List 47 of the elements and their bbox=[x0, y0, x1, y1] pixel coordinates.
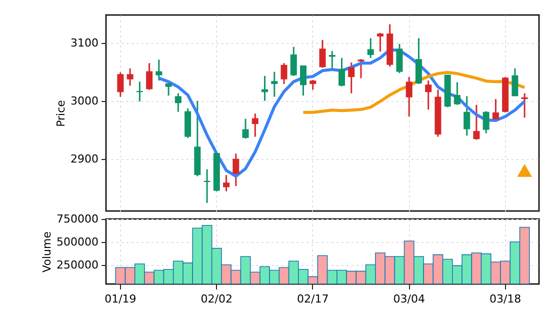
candlestick bbox=[512, 68, 518, 97]
candlestick bbox=[262, 75, 268, 102]
y-tick-label: 2900 bbox=[70, 152, 98, 166]
y-tick-label: 3000 bbox=[70, 94, 98, 108]
x-tick-label: 02/17 bbox=[297, 292, 329, 306]
candlestick bbox=[232, 152, 240, 187]
candlestick bbox=[348, 62, 355, 94]
candlestick bbox=[454, 82, 460, 106]
candlestick bbox=[396, 43, 403, 74]
candlestick bbox=[300, 64, 307, 96]
candlestick bbox=[280, 62, 288, 85]
candlestick bbox=[358, 58, 364, 79]
candlestick bbox=[242, 118, 249, 140]
candlestick bbox=[290, 46, 297, 77]
candlestick bbox=[146, 62, 153, 91]
x-tick-label: 01/19 bbox=[104, 292, 136, 306]
candlestick bbox=[367, 37, 374, 59]
y-tick-label: 750000 bbox=[56, 212, 98, 226]
candlestick bbox=[338, 57, 345, 88]
candlestick bbox=[174, 92, 182, 113]
candlestick bbox=[271, 71, 278, 98]
candlestick bbox=[156, 58, 162, 82]
y-tick-label: 250000 bbox=[56, 258, 98, 272]
candlestick bbox=[406, 76, 412, 118]
y-axis-title: Volume bbox=[40, 231, 54, 272]
candlestick bbox=[492, 98, 499, 121]
candlestick bbox=[252, 112, 258, 138]
candlestick bbox=[464, 95, 470, 136]
candlestick bbox=[328, 50, 336, 70]
candlestick bbox=[482, 110, 490, 134]
line-series bbox=[302, 70, 526, 114]
y-tick-label: 3100 bbox=[70, 36, 98, 50]
candlestick bbox=[310, 79, 316, 91]
candlestick bbox=[425, 80, 432, 110]
candlestick bbox=[319, 39, 326, 69]
candlestick bbox=[117, 72, 124, 98]
candlestick bbox=[223, 174, 230, 192]
y-tick-label: 500000 bbox=[56, 235, 98, 248]
x-tick-label: 03/18 bbox=[489, 292, 522, 306]
x-tick-label: 02/02 bbox=[200, 292, 233, 306]
line-series bbox=[157, 48, 526, 178]
candlestick bbox=[165, 82, 172, 96]
y-axis-title: Price bbox=[54, 100, 68, 127]
candlestick bbox=[473, 104, 480, 140]
x-tick-label: 03/04 bbox=[393, 292, 425, 306]
candlestick bbox=[126, 68, 134, 86]
candlestick bbox=[376, 32, 384, 52]
